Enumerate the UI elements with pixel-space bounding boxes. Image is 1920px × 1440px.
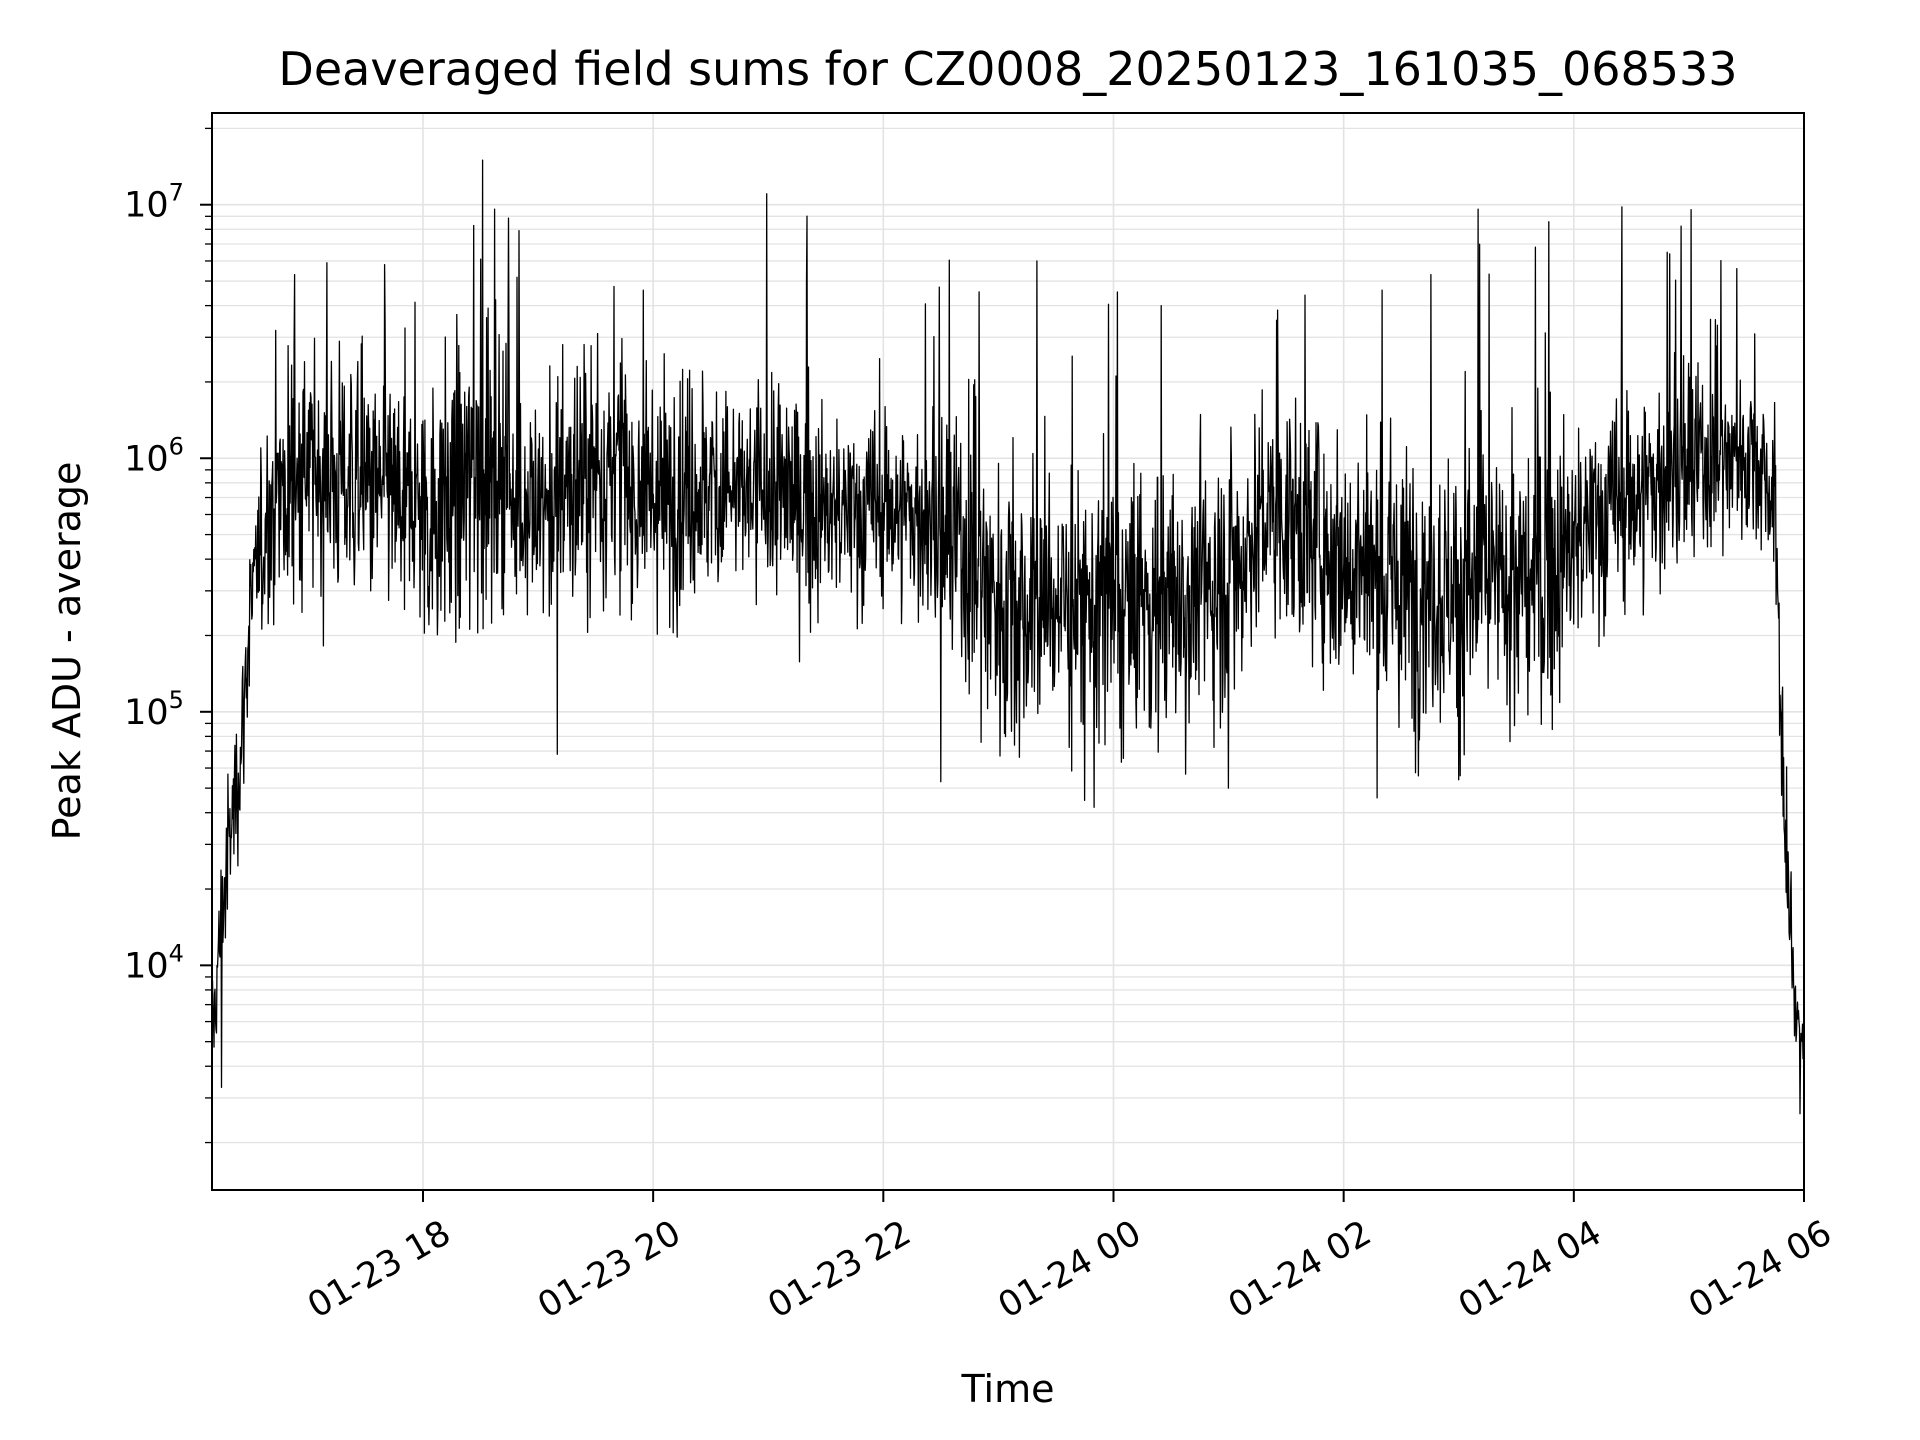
chart-title: Deaveraged field sums for CZ0008_2025012… xyxy=(278,42,1737,96)
y-tick-label: 106 xyxy=(124,432,184,479)
y-axis-label: Peak ADU - average xyxy=(45,462,89,841)
y-tick-label: 105 xyxy=(124,686,184,733)
y-tick-label: 107 xyxy=(124,179,184,226)
y-tick-label: 104 xyxy=(124,939,184,986)
plot-frame xyxy=(211,112,1805,1191)
series-line xyxy=(211,159,1805,1143)
x-axis-label: Time xyxy=(961,1367,1055,1411)
y-axis: 104 105 106 107 xyxy=(124,127,212,1144)
